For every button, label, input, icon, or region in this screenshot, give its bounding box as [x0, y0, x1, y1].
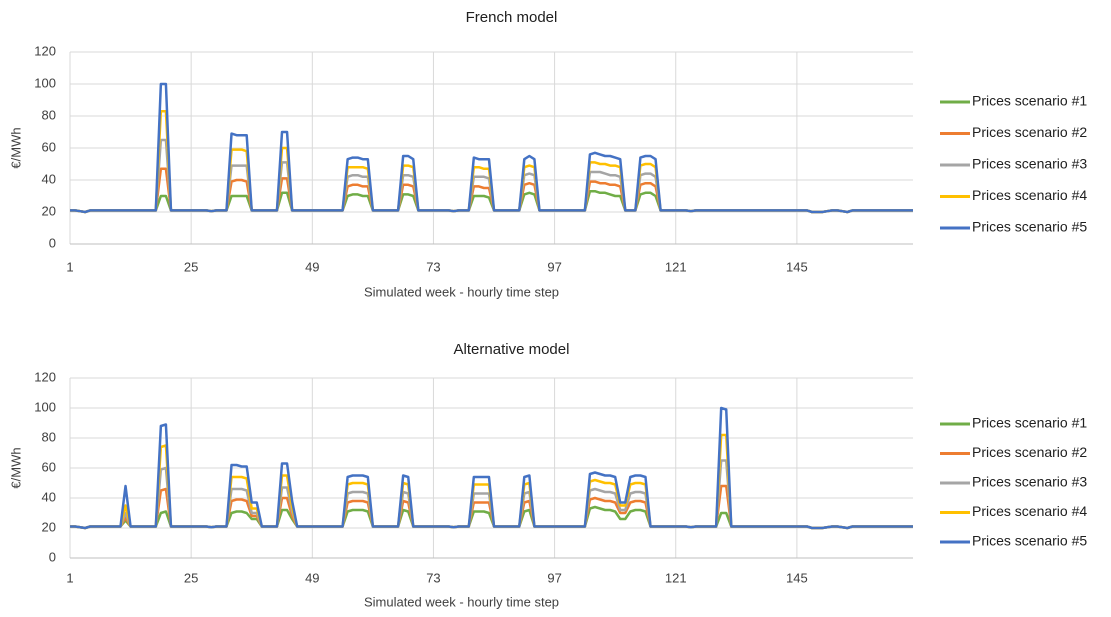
x-axis-title: Simulated week - hourly time step [364, 594, 559, 609]
chart-title: French model [466, 9, 558, 26]
x-tick-label: 97 [547, 259, 561, 274]
legend-label: Prices scenario #2 [972, 124, 1087, 140]
x-tick-label: 97 [547, 570, 561, 585]
legend-label: Prices scenario #5 [972, 533, 1087, 549]
y-tick-label: 60 [42, 139, 56, 154]
y-tick-label: 120 [34, 43, 56, 58]
legend-label: Prices scenario #3 [972, 474, 1087, 490]
x-axis-title: Simulated week - hourly time step [364, 284, 559, 299]
x-tick-label: 73 [426, 570, 440, 585]
legend-label: Prices scenario #3 [972, 156, 1087, 172]
y-tick-label: 80 [42, 107, 56, 122]
y-tick-label: 60 [42, 459, 56, 474]
y-tick-label: 100 [34, 75, 56, 90]
x-tick-label: 145 [786, 570, 808, 585]
chart-title: Alternative model [454, 341, 570, 358]
y-tick-label: 120 [34, 369, 56, 384]
y-axis-title: €/MWh [8, 447, 23, 488]
y-tick-label: 20 [42, 203, 56, 218]
y-tick-label: 0 [49, 549, 56, 564]
y-tick-label: 40 [42, 171, 56, 186]
legend-label: Prices scenario #4 [972, 503, 1087, 519]
legend-label: Prices scenario #2 [972, 444, 1087, 460]
y-tick-label: 20 [42, 519, 56, 534]
y-tick-label: 80 [42, 429, 56, 444]
x-tick-label: 145 [786, 259, 808, 274]
x-tick-label: 49 [305, 570, 319, 585]
x-tick-label: 49 [305, 259, 319, 274]
legend-label: Prices scenario #1 [972, 93, 1087, 109]
x-tick-label: 121 [665, 259, 687, 274]
series-line [70, 406, 913, 530]
y-tick-label: 0 [49, 235, 56, 250]
legend-label: Prices scenario #1 [972, 415, 1087, 431]
y-tick-label: 100 [34, 399, 56, 414]
legend-label: Prices scenario #5 [972, 219, 1087, 235]
y-tick-label: 40 [42, 489, 56, 504]
x-tick-label: 1 [66, 570, 73, 585]
x-tick-label: 25 [184, 259, 198, 274]
legend-label: Prices scenario #4 [972, 187, 1087, 203]
x-tick-label: 1 [66, 259, 73, 274]
x-tick-label: 25 [184, 570, 198, 585]
y-axis-title: €/MWh [8, 127, 23, 168]
x-tick-label: 121 [665, 570, 687, 585]
series-line [70, 82, 913, 214]
x-tick-label: 73 [426, 259, 440, 274]
